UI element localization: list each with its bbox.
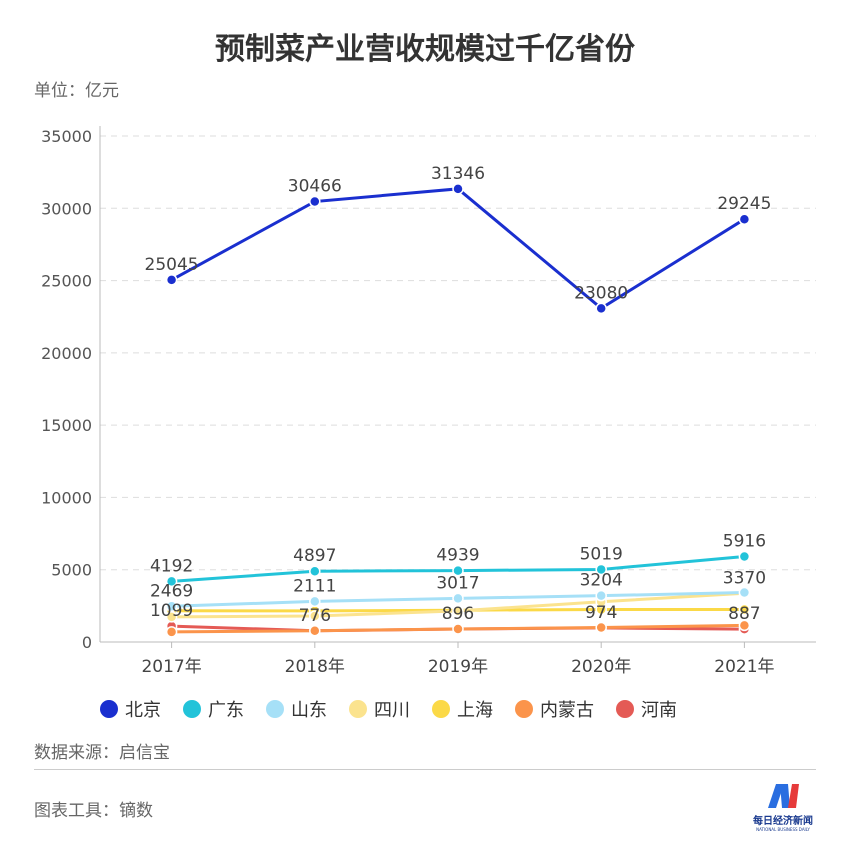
x-tick-label: 2018年 [285,657,345,677]
legend-marker [266,700,284,718]
y-tick-label: 5000 [51,561,92,580]
legend-marker [432,700,450,718]
unit-label: 单位：亿元 [34,81,119,101]
data-label: 2111 [293,576,336,596]
legend-label: 四川 [374,700,410,721]
data-point [309,565,321,577]
data-label: 896 [442,604,474,624]
data-label: 1099 [150,601,193,621]
data-point [452,183,464,195]
legend-label: 北京 [125,700,161,721]
data-point [452,605,464,617]
tool-text: 图表工具：镝数 [34,801,153,821]
data-label: 23080 [574,283,628,303]
logo-icon [768,784,799,808]
nbd-logo: 每日经济新闻 NATIONAL BUSINESS DAILY [748,782,818,832]
data-point [452,592,464,605]
y-tick-label: 35000 [41,127,92,146]
data-label: 776 [299,606,331,626]
legend-marker [183,700,201,718]
legend-label: 广东 [208,700,244,721]
data-label: 887 [728,604,760,624]
data-point [738,603,751,616]
data-point [165,600,178,613]
data-point [309,595,321,608]
data-point [309,195,321,208]
legend-marker [349,700,367,718]
legend-item[interactable]: 山东 [266,696,327,722]
data-label: 30466 [288,177,342,197]
data-label: 5916 [723,531,766,551]
legend-label: 内蒙古 [540,700,594,721]
data-label: 3370 [723,568,766,588]
legend-marker [100,700,118,718]
data-label: 4939 [436,546,479,566]
source-text: 数据来源：启信宝 [34,743,170,763]
x-tick-label: 2020年 [571,657,631,677]
legend-item[interactable]: 上海 [432,696,493,722]
series-line-北京 [170,187,746,311]
y-tick-label: 15000 [41,416,92,435]
data-point [738,619,751,632]
data-label: 2469 [150,581,193,601]
data-label: 3204 [580,571,623,591]
data-point [165,626,178,638]
data-label: 4897 [293,546,336,566]
x-tick-label: 2017年 [141,657,201,677]
data-point [452,623,464,635]
data-point [595,302,607,315]
legend-marker [616,700,634,718]
legend-item[interactable]: 内蒙古 [515,696,594,722]
legend-item[interactable]: 北京 [100,696,161,722]
legend-label: 河南 [641,700,677,721]
y-tick-label: 25000 [41,272,92,291]
data-label: 31346 [431,164,485,184]
data-point [165,575,178,588]
data-point [309,624,321,637]
y-tick-label: 20000 [41,344,92,363]
x-tick-label: 2021年 [714,657,774,677]
divider [34,769,816,770]
logo-text-en: NATIONAL BUSINESS DAILY [756,827,810,832]
data-point [452,564,464,577]
chart-title: 预制菜产业营收规模过千亿省份 [215,32,635,67]
data-label: 974 [585,603,617,623]
legend-label: 上海 [457,700,493,721]
data-point [738,586,751,599]
data-label: 4192 [150,556,193,576]
legend-item[interactable]: 广东 [183,696,244,722]
legend: 北京 广东 山东 四川 上海 内蒙古 河南 [100,696,677,722]
legend-item[interactable]: 四川 [349,696,410,722]
logo-text: 每日经济新闻 [753,816,813,827]
data-point [595,621,607,634]
legend-item[interactable]: 河南 [616,696,677,722]
y-tick-label: 0 [82,633,92,652]
data-point [738,213,751,225]
data-label: 29245 [717,194,771,214]
data-point [165,274,178,286]
data-label: 5019 [580,544,623,564]
data-label: 25045 [145,255,199,275]
x-tick-label: 2019年 [428,657,488,677]
data-point [595,563,607,576]
data-point [309,610,321,622]
legend-marker [515,700,533,718]
y-tick-label: 10000 [41,488,92,507]
legend-label: 山东 [291,700,327,721]
data-point [595,589,607,602]
data-label: 3017 [436,573,479,593]
data-point [738,550,751,563]
y-tick-label: 30000 [41,199,92,218]
